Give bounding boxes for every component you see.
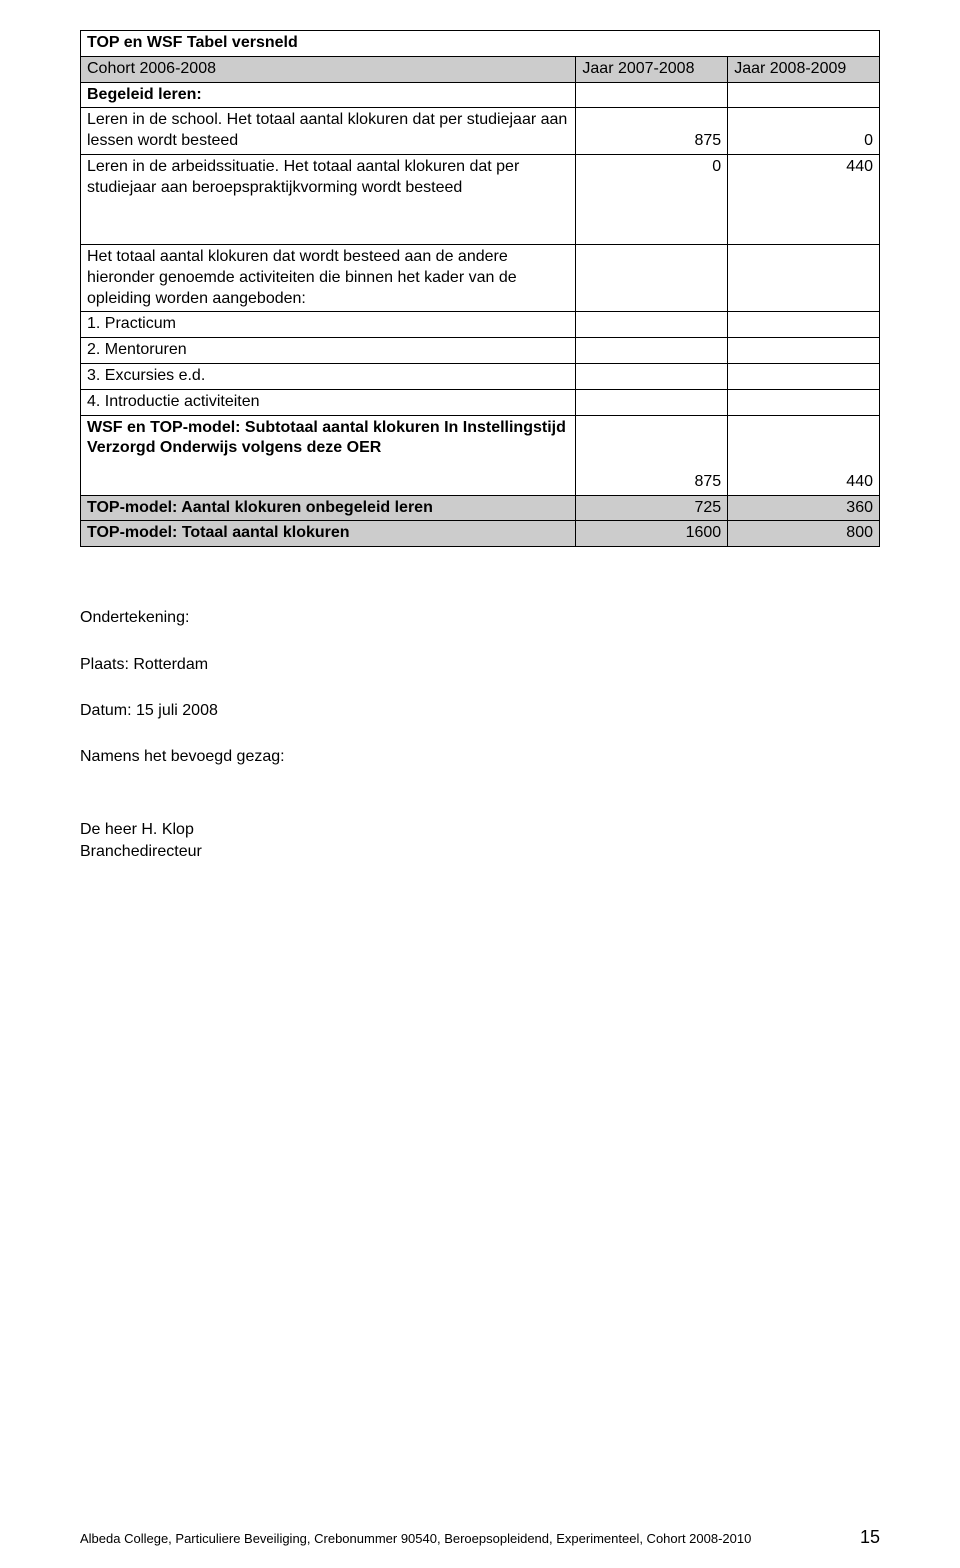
table-row: 3. Excursies e.d. — [81, 363, 880, 389]
row-value: 875 — [576, 108, 728, 155]
total-value: 1600 — [576, 521, 728, 547]
table-row: TOP-model: Aantal klokuren onbegeleid le… — [81, 495, 880, 521]
begeleid-label: Begeleid leren: — [81, 82, 576, 108]
row-value: 0 — [576, 154, 728, 244]
table-row: 4. Introductie activiteiten — [81, 389, 880, 415]
subtotal-value: 875 — [576, 415, 728, 495]
page-footer: Albeda College, Particuliere Beveiliging… — [80, 1527, 880, 1548]
activity-label: 1. Practicum — [81, 312, 576, 338]
empty-cell — [728, 389, 880, 415]
table-row: TOP-model: Totaal aantal klokuren 1600 8… — [81, 521, 880, 547]
table-row: Cohort 2006-2008 Jaar 2007-2008 Jaar 200… — [81, 56, 880, 82]
activity-label: 2. Mentoruren — [81, 338, 576, 364]
subtotal-value: 440 — [728, 415, 880, 495]
naam-text: De heer H. Klop — [80, 819, 880, 841]
empty-cell — [576, 363, 728, 389]
namens-text: Namens het bevoegd gezag: — [80, 746, 880, 768]
table-row: Leren in de school. Het totaal aantal kl… — [81, 108, 880, 155]
empty-cell — [728, 338, 880, 364]
activity-label: 3. Excursies e.d. — [81, 363, 576, 389]
empty-cell — [728, 244, 880, 311]
table-row: Begeleid leren: — [81, 82, 880, 108]
onbegeleid-value: 725 — [576, 495, 728, 521]
ondertekening-label: Ondertekening: — [80, 607, 880, 629]
table-row: TOP en WSF Tabel versneld — [81, 31, 880, 57]
top-wsf-table: TOP en WSF Tabel versneld Cohort 2006-20… — [80, 30, 880, 547]
empty-cell — [728, 312, 880, 338]
table-title: TOP en WSF Tabel versneld — [81, 31, 880, 57]
table-row: 2. Mentoruren — [81, 338, 880, 364]
page-number: 15 — [860, 1527, 880, 1548]
functie-text: Branchedirecteur — [80, 841, 880, 863]
row-value: 440 — [728, 154, 880, 244]
onbegeleid-label: TOP-model: Aantal klokuren onbegeleid le… — [81, 495, 576, 521]
empty-cell — [576, 244, 728, 311]
plaats-text: Plaats: Rotterdam — [80, 654, 880, 676]
row-value: 0 — [728, 108, 880, 155]
page: TOP en WSF Tabel versneld Cohort 2006-20… — [0, 0, 960, 1568]
footer-text: Albeda College, Particuliere Beveiliging… — [80, 1531, 751, 1546]
total-value: 800 — [728, 521, 880, 547]
cohort-label: Cohort 2006-2008 — [81, 56, 576, 82]
table-row: WSF en TOP-model: Subtotaal aantal kloku… — [81, 415, 880, 495]
activity-label: 4. Introductie activiteiten — [81, 389, 576, 415]
subtotal-label: WSF en TOP-model: Subtotaal aantal kloku… — [81, 415, 576, 495]
datum-text: Datum: 15 juli 2008 — [80, 700, 880, 722]
table-row: Het totaal aantal klokuren dat wordt bes… — [81, 244, 880, 311]
empty-cell — [576, 312, 728, 338]
onbegeleid-value: 360 — [728, 495, 880, 521]
year2-header: Jaar 2008-2009 — [728, 56, 880, 82]
empty-cell — [576, 389, 728, 415]
empty-cell — [728, 82, 880, 108]
row-label: Het totaal aantal klokuren dat wordt bes… — [81, 244, 576, 311]
empty-cell — [728, 363, 880, 389]
empty-cell — [576, 338, 728, 364]
table-row: 1. Practicum — [81, 312, 880, 338]
table-row: Leren in de arbeidssituatie. Het totaal … — [81, 154, 880, 244]
row-label: Leren in de school. Het totaal aantal kl… — [81, 108, 576, 155]
total-label: TOP-model: Totaal aantal klokuren — [81, 521, 576, 547]
empty-cell — [576, 82, 728, 108]
signing-block: Ondertekening: Plaats: Rotterdam Datum: … — [80, 607, 880, 863]
row-label: Leren in de arbeidssituatie. Het totaal … — [81, 154, 576, 244]
year1-header: Jaar 2007-2008 — [576, 56, 728, 82]
